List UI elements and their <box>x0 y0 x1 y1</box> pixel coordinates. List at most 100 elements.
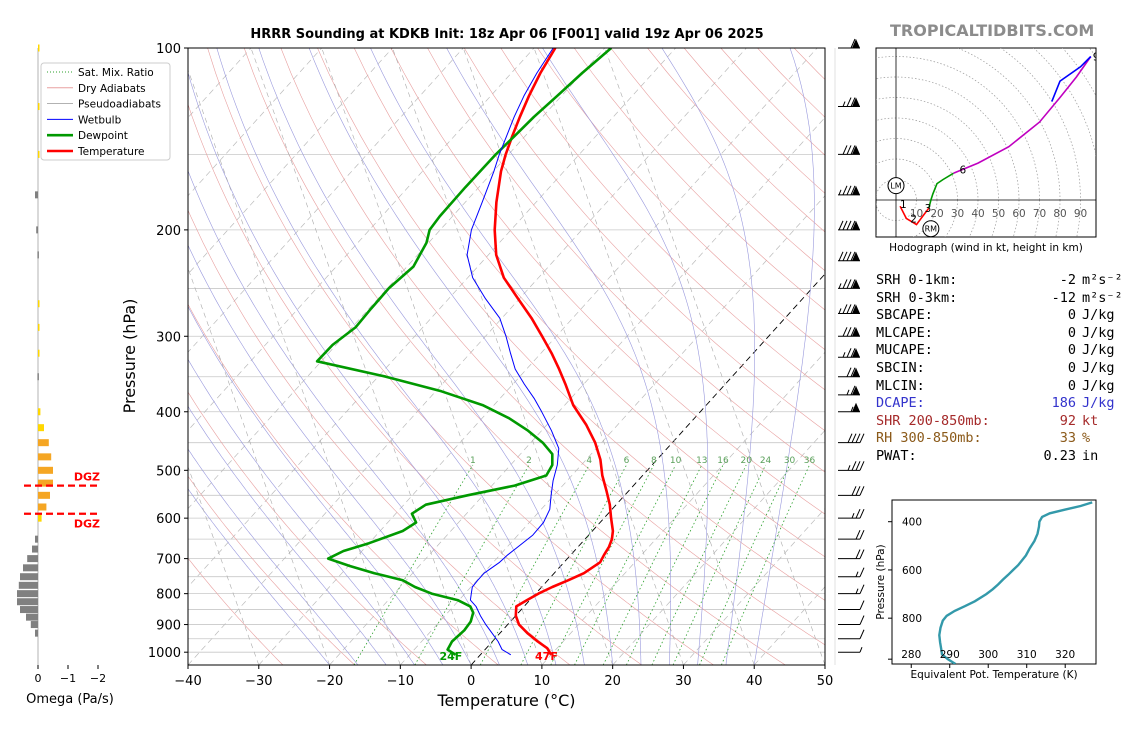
x-tick-label: −10 <box>387 674 414 689</box>
hodograph-caption: Hodograph (wind in kt, height in km) <box>889 242 1083 254</box>
barb-pennant <box>852 145 860 155</box>
hodograph-panel: 10 20 30 40 50 60 70 80 90 123 6 9 LM RM Hodograph (wi… <box>875 47 1097 254</box>
wind-barb <box>838 348 860 358</box>
wind-barb <box>838 508 865 519</box>
dry-adiabat-line <box>317 48 825 601</box>
moist-adiabat-line <box>446 48 671 665</box>
barb-flag <box>855 461 861 471</box>
hodograph-ring-label: 90 <box>1074 208 1087 220</box>
theta-y-label: 600 <box>902 565 922 577</box>
mixing-ratio-label: 20 <box>741 456 753 466</box>
moist-adiabat-line <box>188 488 330 665</box>
stat-unit: m²s⁻² <box>1082 289 1123 306</box>
surface-temp-label: 47F <box>535 650 558 663</box>
hodograph-ring-label: 70 <box>1033 208 1046 220</box>
wind-barb <box>838 185 860 196</box>
omega-bar <box>38 349 40 357</box>
x-tick-label: 10 <box>534 674 551 689</box>
hodograph-ring-label: 20 <box>930 208 943 220</box>
barb-half-flag <box>846 389 850 396</box>
dry-adiabat-line <box>188 103 642 665</box>
moist-adiabat-line <box>188 358 415 665</box>
moist-adiabat-line <box>216 48 557 665</box>
stat-value: 0.23 <box>1043 447 1076 464</box>
dgz-label: DGZ <box>74 518 100 531</box>
mixing-ratio-label: 2 <box>526 456 532 466</box>
barb-flag <box>850 304 856 314</box>
x-tick-label: −30 <box>245 674 272 689</box>
barb-flag <box>851 461 857 471</box>
dry-adiabat-line <box>500 48 825 391</box>
mixing-ratio-line <box>414 464 530 665</box>
x-tick-label: 50 <box>817 674 834 689</box>
barb-half-flag <box>838 283 842 289</box>
stat-value: 0 <box>1067 359 1076 376</box>
barb-flag <box>855 549 861 559</box>
barb-flag <box>859 461 865 471</box>
theta-e-panel: 400 600 800 280 290 300 310 320 Equivalent Pot. … <box>875 499 1097 681</box>
wind-barb <box>838 385 860 396</box>
mixing-ratio-label: 6 <box>624 456 630 466</box>
omega-bar <box>38 424 44 432</box>
barb-half-flag <box>842 101 846 107</box>
mixing-ratio-line <box>479 464 590 665</box>
mixing-ratio-label: 24 <box>760 456 772 466</box>
stat-unit: J/kg <box>1082 395 1115 412</box>
moist-adiabat-line <box>753 48 815 665</box>
isotherm-line <box>188 48 747 665</box>
pseudoadiabat-line <box>321 48 543 665</box>
omega-bar <box>35 535 38 543</box>
barb-flag <box>859 615 865 625</box>
barb-flag <box>859 584 865 594</box>
omega-bar <box>36 226 38 234</box>
moist-adiabat-line <box>188 305 444 665</box>
omega-bar <box>35 191 38 199</box>
barb-flag <box>851 433 857 443</box>
omega-bar <box>38 44 40 52</box>
barb-flag <box>842 327 848 337</box>
legend-label: Sat. Mix. Ratio <box>78 67 154 79</box>
stat-unit: kt <box>1082 412 1099 429</box>
wind-barb <box>838 38 860 49</box>
stat-value: 0 <box>1067 307 1076 324</box>
omega-bar <box>38 103 40 111</box>
barb-flag <box>846 251 852 261</box>
omega-bar <box>26 613 38 621</box>
isotherm-line <box>0 48 39 665</box>
moist-adiabat-line <box>188 405 387 665</box>
barb-flag <box>850 185 856 196</box>
theta-e-y-axis-label: Pressure (hPa) <box>875 544 887 619</box>
wind-barb <box>838 97 860 108</box>
stat-unit: % <box>1082 430 1091 447</box>
barb-flag <box>847 433 853 443</box>
barb-flag <box>850 279 856 289</box>
wind-barbs-column <box>834 38 865 665</box>
barb-half-flag <box>855 571 859 577</box>
barb-half-flag <box>855 588 859 594</box>
theta-e-frame <box>891 499 1097 665</box>
barb-half-flag <box>842 352 846 358</box>
stat-label: PWAT: <box>876 447 917 464</box>
barb-pennant <box>852 251 860 261</box>
y-tick-label: 800 <box>156 588 181 603</box>
barb-flag <box>846 220 852 231</box>
barb-half-flag <box>859 647 863 653</box>
mixing-ratio-line <box>672 464 766 665</box>
wind-barb <box>838 220 860 231</box>
y-tick-label: 600 <box>156 512 181 527</box>
theta-e-line <box>938 501 1093 664</box>
dry-adiabat-line <box>353 48 825 558</box>
theta-x-label: 300 <box>978 649 998 661</box>
mixing-ratio-label: 8 <box>651 456 657 466</box>
moist-adiabat-line <box>188 244 472 665</box>
theta-y-label: 400 <box>902 517 922 529</box>
y-tick-label: 700 <box>156 553 181 568</box>
mixing-ratio-line <box>550 464 655 665</box>
wind-barb <box>838 629 865 640</box>
moist-adiabat-line <box>542 48 709 665</box>
hodograph-ring-label: 60 <box>1012 208 1025 220</box>
skewt-background-lines: 1 2 4 6 8 10 13 16 20 24 30 36 <box>0 48 825 665</box>
omega-bar <box>38 514 42 522</box>
barb-pennant <box>852 304 860 314</box>
